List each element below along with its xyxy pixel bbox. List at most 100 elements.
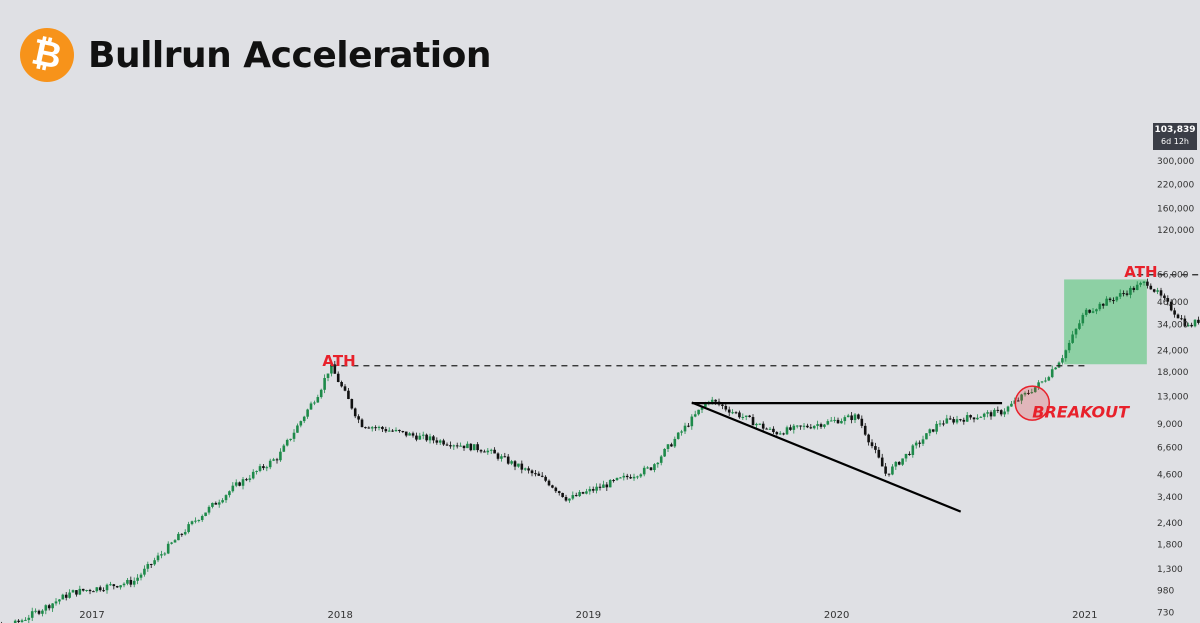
candle-body <box>445 444 449 446</box>
candle-body <box>483 451 486 453</box>
candle-body <box>806 425 809 428</box>
candle-body <box>92 591 95 593</box>
candle-body <box>1003 411 1006 415</box>
candle-body <box>826 421 830 425</box>
candle-body <box>680 431 683 433</box>
candle-body <box>289 438 292 440</box>
candle-body <box>840 421 843 424</box>
candle-body <box>799 425 802 427</box>
candle-body <box>897 461 901 465</box>
candle-body <box>829 420 833 422</box>
candle-body <box>438 440 442 443</box>
y-tick-label: 300,000 <box>1157 157 1194 167</box>
candle-body <box>880 457 884 467</box>
candle-body <box>816 424 819 426</box>
candle-body <box>231 485 235 492</box>
candle-body <box>442 440 445 445</box>
candle-body <box>129 579 133 585</box>
candle-body <box>653 464 656 471</box>
candle-body <box>748 415 751 418</box>
candle-body <box>360 419 364 428</box>
candle-body <box>381 426 384 430</box>
candle-body <box>47 605 51 609</box>
candle-body <box>194 520 197 522</box>
candle-body <box>1183 318 1187 327</box>
candle-body <box>459 445 462 447</box>
candle-body <box>58 599 61 602</box>
candle-body <box>153 560 156 565</box>
candle-body <box>292 432 296 439</box>
candle-body <box>986 412 989 414</box>
candle-body <box>1149 285 1153 290</box>
candle-body <box>588 489 592 492</box>
candle-body <box>744 415 748 417</box>
candle-body <box>540 475 544 477</box>
candle-body <box>367 427 371 429</box>
candle-body <box>833 419 836 421</box>
candle-body <box>61 594 65 600</box>
candle-body <box>248 478 252 480</box>
candle-body <box>751 417 755 426</box>
candle-body <box>656 462 660 465</box>
candle-body <box>234 482 238 486</box>
candle-body <box>765 428 768 430</box>
candle-body <box>503 456 507 458</box>
candle-body <box>486 450 490 453</box>
candle-body <box>867 434 870 443</box>
candle-body <box>384 429 388 432</box>
candle-body <box>731 412 734 414</box>
candle-body <box>663 448 666 457</box>
candle-body <box>792 425 796 430</box>
candle-body <box>1173 310 1176 315</box>
candle-body <box>64 594 68 598</box>
candle-body <box>636 476 639 478</box>
candle-body <box>877 449 881 458</box>
candle-body <box>95 587 99 592</box>
green-zone-1 <box>1064 279 1147 365</box>
candle-body <box>364 427 367 429</box>
y-tick-label: 160,000 <box>1157 204 1194 214</box>
candle-body <box>374 427 377 429</box>
candle-body <box>605 484 609 488</box>
candle-body <box>721 404 724 406</box>
candle-body <box>333 364 337 374</box>
candle-body <box>1040 381 1044 383</box>
candle-body <box>452 445 456 447</box>
candle-body <box>523 468 527 470</box>
candle-body <box>268 460 272 468</box>
candle-body <box>1186 324 1190 327</box>
candle-body <box>758 423 762 425</box>
candle-body <box>326 373 330 379</box>
candle-body <box>357 416 360 420</box>
candle-body <box>534 473 537 475</box>
candle-body <box>428 436 432 441</box>
candle-body <box>211 502 214 507</box>
candle-body <box>109 584 112 586</box>
candle-body <box>1071 334 1074 343</box>
candle-body <box>1037 382 1040 388</box>
candle-body <box>105 584 109 591</box>
annotation-label-3: BREAKOUT <box>1032 403 1130 422</box>
candle-body <box>272 459 275 461</box>
candle-body <box>418 435 422 440</box>
candle-body <box>401 431 405 433</box>
candle-body <box>85 590 88 592</box>
candle-body <box>296 425 299 433</box>
candle-body <box>51 603 54 609</box>
candle-body <box>404 431 408 436</box>
candle-body <box>860 418 864 426</box>
candle-body <box>574 495 578 497</box>
candle-body <box>911 445 915 456</box>
candle-body <box>1166 298 1170 302</box>
candle-body <box>119 585 122 588</box>
candle-body <box>959 419 962 421</box>
candle-body <box>962 419 966 422</box>
candle-body <box>670 444 673 447</box>
candle-body <box>625 475 629 478</box>
candle-body <box>200 516 204 521</box>
candle-body <box>309 403 313 410</box>
candle-body <box>1122 293 1125 295</box>
x-tick-label: 2021 <box>1072 610 1097 621</box>
candle-body <box>1050 369 1054 378</box>
candle-body <box>238 482 241 486</box>
